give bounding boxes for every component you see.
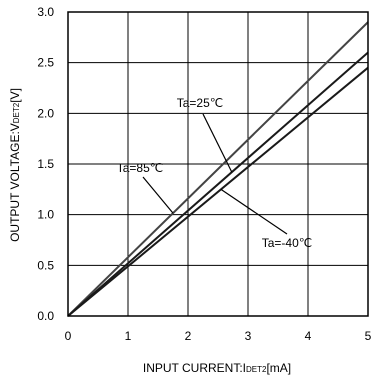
y-tick-label: 2.5 [37,56,54,70]
x-tick-label: 4 [305,329,312,343]
annotation-leader [202,113,233,173]
annotations: Ta=25℃ Ta=85℃ Ta=-40℃ [117,96,313,250]
series-line-2 [67,66,369,317]
series-line-1 [67,51,369,317]
x-axis-label-sub: DET2 [246,365,267,374]
x-axis-label-main: INPUT CURRENT:I [143,361,246,375]
annotation-leader [142,176,174,214]
series-lines [67,21,369,317]
x-tick-label: 3 [245,329,252,343]
y-tick-label: 2.0 [37,106,54,120]
annotation-label: Ta=-40℃ [262,236,313,250]
y-tick-label: 1.5 [37,157,54,171]
plot-frame [67,11,369,317]
x-tick-label: 0 [65,329,72,343]
annotation-label: Ta=85℃ [117,161,164,175]
y-tick-label: 3.0 [37,5,54,19]
y-tick-label: 0.5 [37,258,54,272]
x-axis-label-unit: [mA] [266,361,291,375]
y-axis-label-sub: DET2 [12,102,21,123]
x-tick-label: 5 [365,329,372,343]
y-axis-label-main: OUTPUT VOLTAGE:V [8,123,22,242]
x-tick-label: 2 [185,329,192,343]
x-axis-label: INPUT CURRENT:IDET2[mA] [143,361,291,375]
y-tick-label: 0.0 [37,309,54,323]
y-tick-label: 1.0 [37,208,54,222]
annotation-leader [220,188,288,235]
y-axis-label-unit: [V] [8,88,22,103]
annotation-label: Ta=25℃ [177,96,224,110]
y-axis-label: OUTPUT VOLTAGE:VDET2[V] [8,88,22,242]
grid [68,12,368,316]
x-tick-label: 1 [125,329,132,343]
tick-labels: 0 1 2 3 4 5 0.0 0.5 1.0 1.5 2.0 2.5 3.0 [37,5,371,343]
series-line-0 [67,21,369,317]
